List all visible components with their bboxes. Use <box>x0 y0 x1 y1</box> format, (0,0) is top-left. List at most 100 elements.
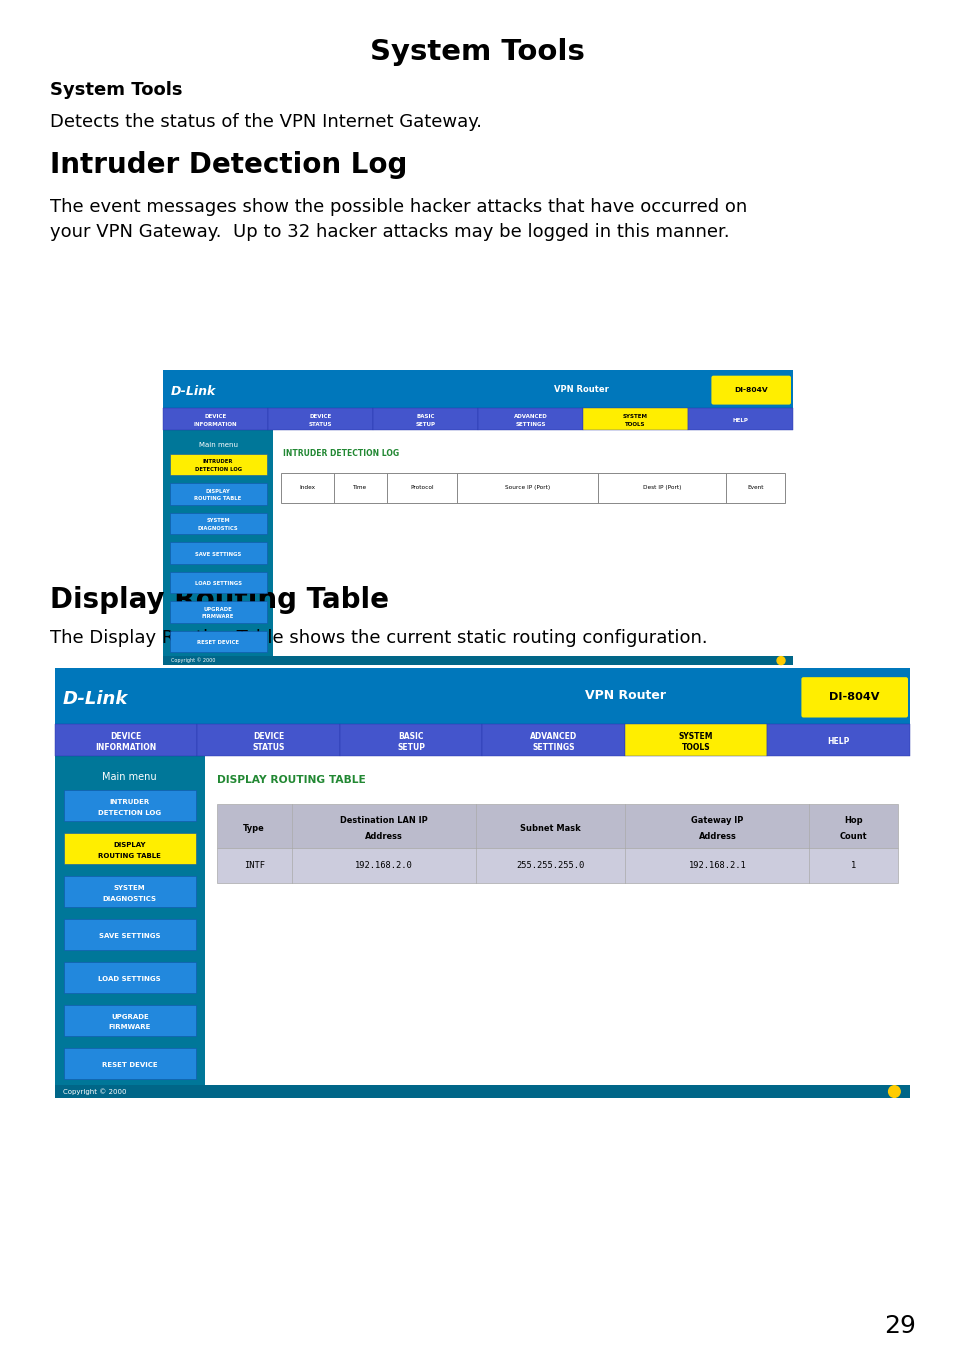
Text: DISPLAY: DISPLAY <box>113 842 146 848</box>
Text: VPN Router: VPN Router <box>584 690 665 703</box>
Text: UPGRADE: UPGRADE <box>204 607 233 612</box>
Bar <box>339 723 482 756</box>
Bar <box>477 408 582 430</box>
Text: HELP: HELP <box>826 737 849 746</box>
Text: Time: Time <box>353 485 367 491</box>
Text: D-Link: D-Link <box>171 384 216 397</box>
Text: DISPLAY ROUTING TABLE: DISPLAY ROUTING TABLE <box>216 775 365 786</box>
Text: 1: 1 <box>850 861 856 871</box>
Text: INTF: INTF <box>243 861 264 871</box>
Text: Type: Type <box>243 823 265 833</box>
Text: SAVE SETTINGS: SAVE SETTINGS <box>99 933 160 940</box>
Text: SAVE SETTINGS: SAVE SETTINGS <box>194 552 241 557</box>
Text: SETUP: SETUP <box>416 422 435 427</box>
Text: SETUP: SETUP <box>396 742 425 752</box>
Text: STATUS: STATUS <box>309 422 332 427</box>
Bar <box>216 804 897 849</box>
Text: DI-804V: DI-804V <box>828 692 879 702</box>
Text: Index: Index <box>299 485 315 491</box>
Text: LOAD SETTINGS: LOAD SETTINGS <box>98 976 161 983</box>
Bar <box>64 919 195 950</box>
Text: LOAD SETTINGS: LOAD SETTINGS <box>194 581 241 585</box>
Bar <box>163 656 792 665</box>
Bar <box>197 723 339 756</box>
Bar <box>55 756 204 1098</box>
Bar <box>273 430 792 665</box>
Text: Hop: Hop <box>843 817 862 826</box>
Text: STATUS: STATUS <box>253 742 285 752</box>
Text: TOOLS: TOOLS <box>624 422 645 427</box>
Bar <box>170 454 266 475</box>
Bar <box>216 849 897 883</box>
Text: UPGRADE: UPGRADE <box>111 1014 149 1019</box>
Text: BASIC: BASIC <box>416 414 435 419</box>
Bar <box>64 1006 195 1036</box>
Text: DIAGNOSTICS: DIAGNOSTICS <box>197 526 238 531</box>
Bar <box>170 602 266 622</box>
Text: ROUTING TABLE: ROUTING TABLE <box>98 853 161 859</box>
Circle shape <box>777 657 784 665</box>
Text: TOOLS: TOOLS <box>681 742 710 752</box>
Text: INFORMATION: INFORMATION <box>193 422 237 427</box>
Bar <box>268 408 373 430</box>
Bar <box>64 833 195 864</box>
Bar <box>170 572 266 594</box>
Circle shape <box>887 1086 900 1098</box>
Text: Copyright © 2000: Copyright © 2000 <box>63 1088 127 1095</box>
FancyBboxPatch shape <box>711 376 790 404</box>
Text: SETTINGS: SETTINGS <box>515 422 545 427</box>
Bar <box>163 408 268 430</box>
Text: INFORMATION: INFORMATION <box>95 742 156 752</box>
Text: Main menu: Main menu <box>198 442 237 448</box>
Bar <box>170 542 266 564</box>
Text: DI-804V: DI-804V <box>734 387 767 393</box>
Text: INTRUDER DETECTION LOG: INTRUDER DETECTION LOG <box>283 449 399 458</box>
Text: Count: Count <box>839 831 866 841</box>
Text: INTRUDER: INTRUDER <box>203 460 233 465</box>
Text: 192.168.2.1: 192.168.2.1 <box>688 861 745 871</box>
FancyBboxPatch shape <box>801 677 907 718</box>
Text: DETECTION LOG: DETECTION LOG <box>194 466 241 472</box>
Text: ADVANCED: ADVANCED <box>530 731 577 741</box>
Text: Source IP (Port): Source IP (Port) <box>504 485 549 491</box>
Text: Destination LAN IP: Destination LAN IP <box>339 817 427 826</box>
Bar <box>64 1048 195 1079</box>
Text: Detects the status of the VPN Internet Gateway.: Detects the status of the VPN Internet G… <box>50 114 481 131</box>
Text: INTRUDER: INTRUDER <box>110 799 150 804</box>
Text: ROUTING TABLE: ROUTING TABLE <box>194 496 241 502</box>
Bar <box>64 963 195 994</box>
Text: ·: · <box>117 690 123 707</box>
Text: SETTINGS: SETTINGS <box>532 742 575 752</box>
Text: System Tools: System Tools <box>50 81 182 99</box>
Text: Subnet Mask: Subnet Mask <box>519 823 580 833</box>
Bar <box>170 631 266 652</box>
Text: ADVANCED: ADVANCED <box>513 414 547 419</box>
Text: Copyright © 2000: Copyright © 2000 <box>171 658 215 664</box>
Bar <box>55 723 197 756</box>
Bar <box>64 876 195 907</box>
Text: D-Link: D-Link <box>63 690 129 707</box>
Text: DEVICE: DEVICE <box>253 731 284 741</box>
Text: RESET DEVICE: RESET DEVICE <box>102 1063 157 1068</box>
Bar <box>170 512 266 534</box>
Text: 255.255.255.0: 255.255.255.0 <box>516 861 584 871</box>
Bar <box>767 723 909 756</box>
Bar <box>163 370 792 665</box>
Bar <box>163 430 273 665</box>
Text: BASIC: BASIC <box>398 731 423 741</box>
Text: RESET DEVICE: RESET DEVICE <box>197 639 239 645</box>
Text: FIRMWARE: FIRMWARE <box>202 614 234 619</box>
Text: 29: 29 <box>883 1314 915 1338</box>
Text: SYSTEM: SYSTEM <box>206 518 230 523</box>
Text: your VPN Gateway.  Up to 32 hacker attacks may be logged in this manner.: your VPN Gateway. Up to 32 hacker attack… <box>50 223 729 241</box>
Text: Protocol: Protocol <box>410 485 434 491</box>
Bar <box>482 723 624 756</box>
Text: HELP: HELP <box>732 418 748 423</box>
Text: Event: Event <box>747 485 763 491</box>
Bar <box>373 408 477 430</box>
Bar <box>624 723 767 756</box>
Bar <box>55 1086 909 1098</box>
Bar <box>170 484 266 504</box>
Bar <box>163 370 792 408</box>
Text: System Tools: System Tools <box>369 38 584 66</box>
